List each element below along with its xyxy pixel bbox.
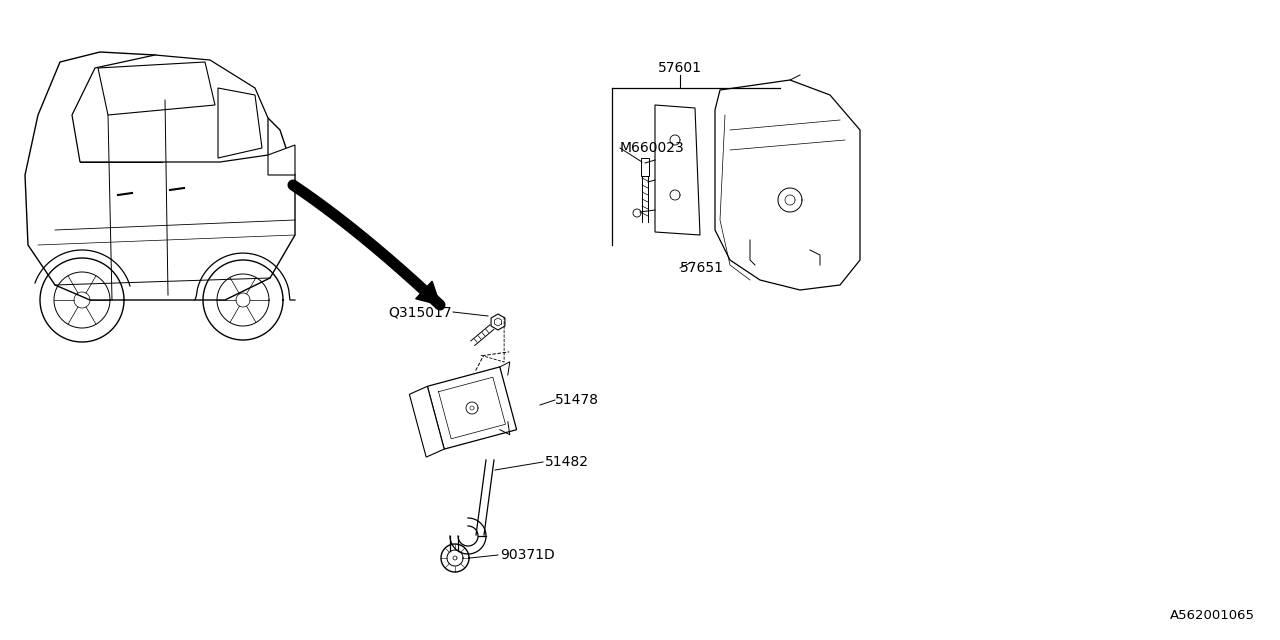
Polygon shape — [492, 314, 504, 330]
Polygon shape — [428, 367, 517, 449]
Polygon shape — [655, 105, 700, 235]
Text: 51478: 51478 — [556, 393, 599, 407]
Polygon shape — [26, 52, 294, 300]
Polygon shape — [268, 145, 294, 175]
Text: 57601: 57601 — [658, 61, 701, 75]
Polygon shape — [641, 158, 649, 176]
Text: A562001065: A562001065 — [1170, 609, 1254, 622]
Polygon shape — [218, 88, 262, 158]
Polygon shape — [99, 62, 215, 115]
Polygon shape — [72, 55, 268, 162]
Text: M660023: M660023 — [620, 141, 685, 155]
Text: 90371D: 90371D — [500, 548, 554, 562]
Polygon shape — [716, 80, 860, 290]
Polygon shape — [416, 281, 440, 305]
Text: Q315017: Q315017 — [388, 305, 452, 319]
Polygon shape — [410, 387, 444, 457]
Text: 51482: 51482 — [545, 455, 589, 469]
Text: 57651: 57651 — [680, 261, 724, 275]
